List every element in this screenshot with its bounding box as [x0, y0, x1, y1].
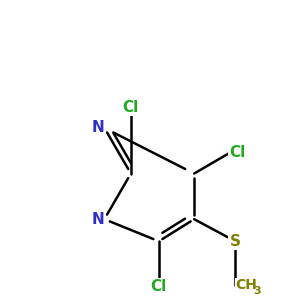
- Text: 3: 3: [254, 286, 261, 296]
- Text: Cl: Cl: [123, 100, 139, 115]
- Text: N: N: [92, 212, 104, 227]
- Text: S: S: [230, 234, 241, 249]
- Text: Cl: Cl: [230, 146, 246, 160]
- Text: CH: CH: [236, 278, 257, 292]
- Text: N: N: [92, 120, 104, 135]
- Text: Cl: Cl: [151, 279, 167, 294]
